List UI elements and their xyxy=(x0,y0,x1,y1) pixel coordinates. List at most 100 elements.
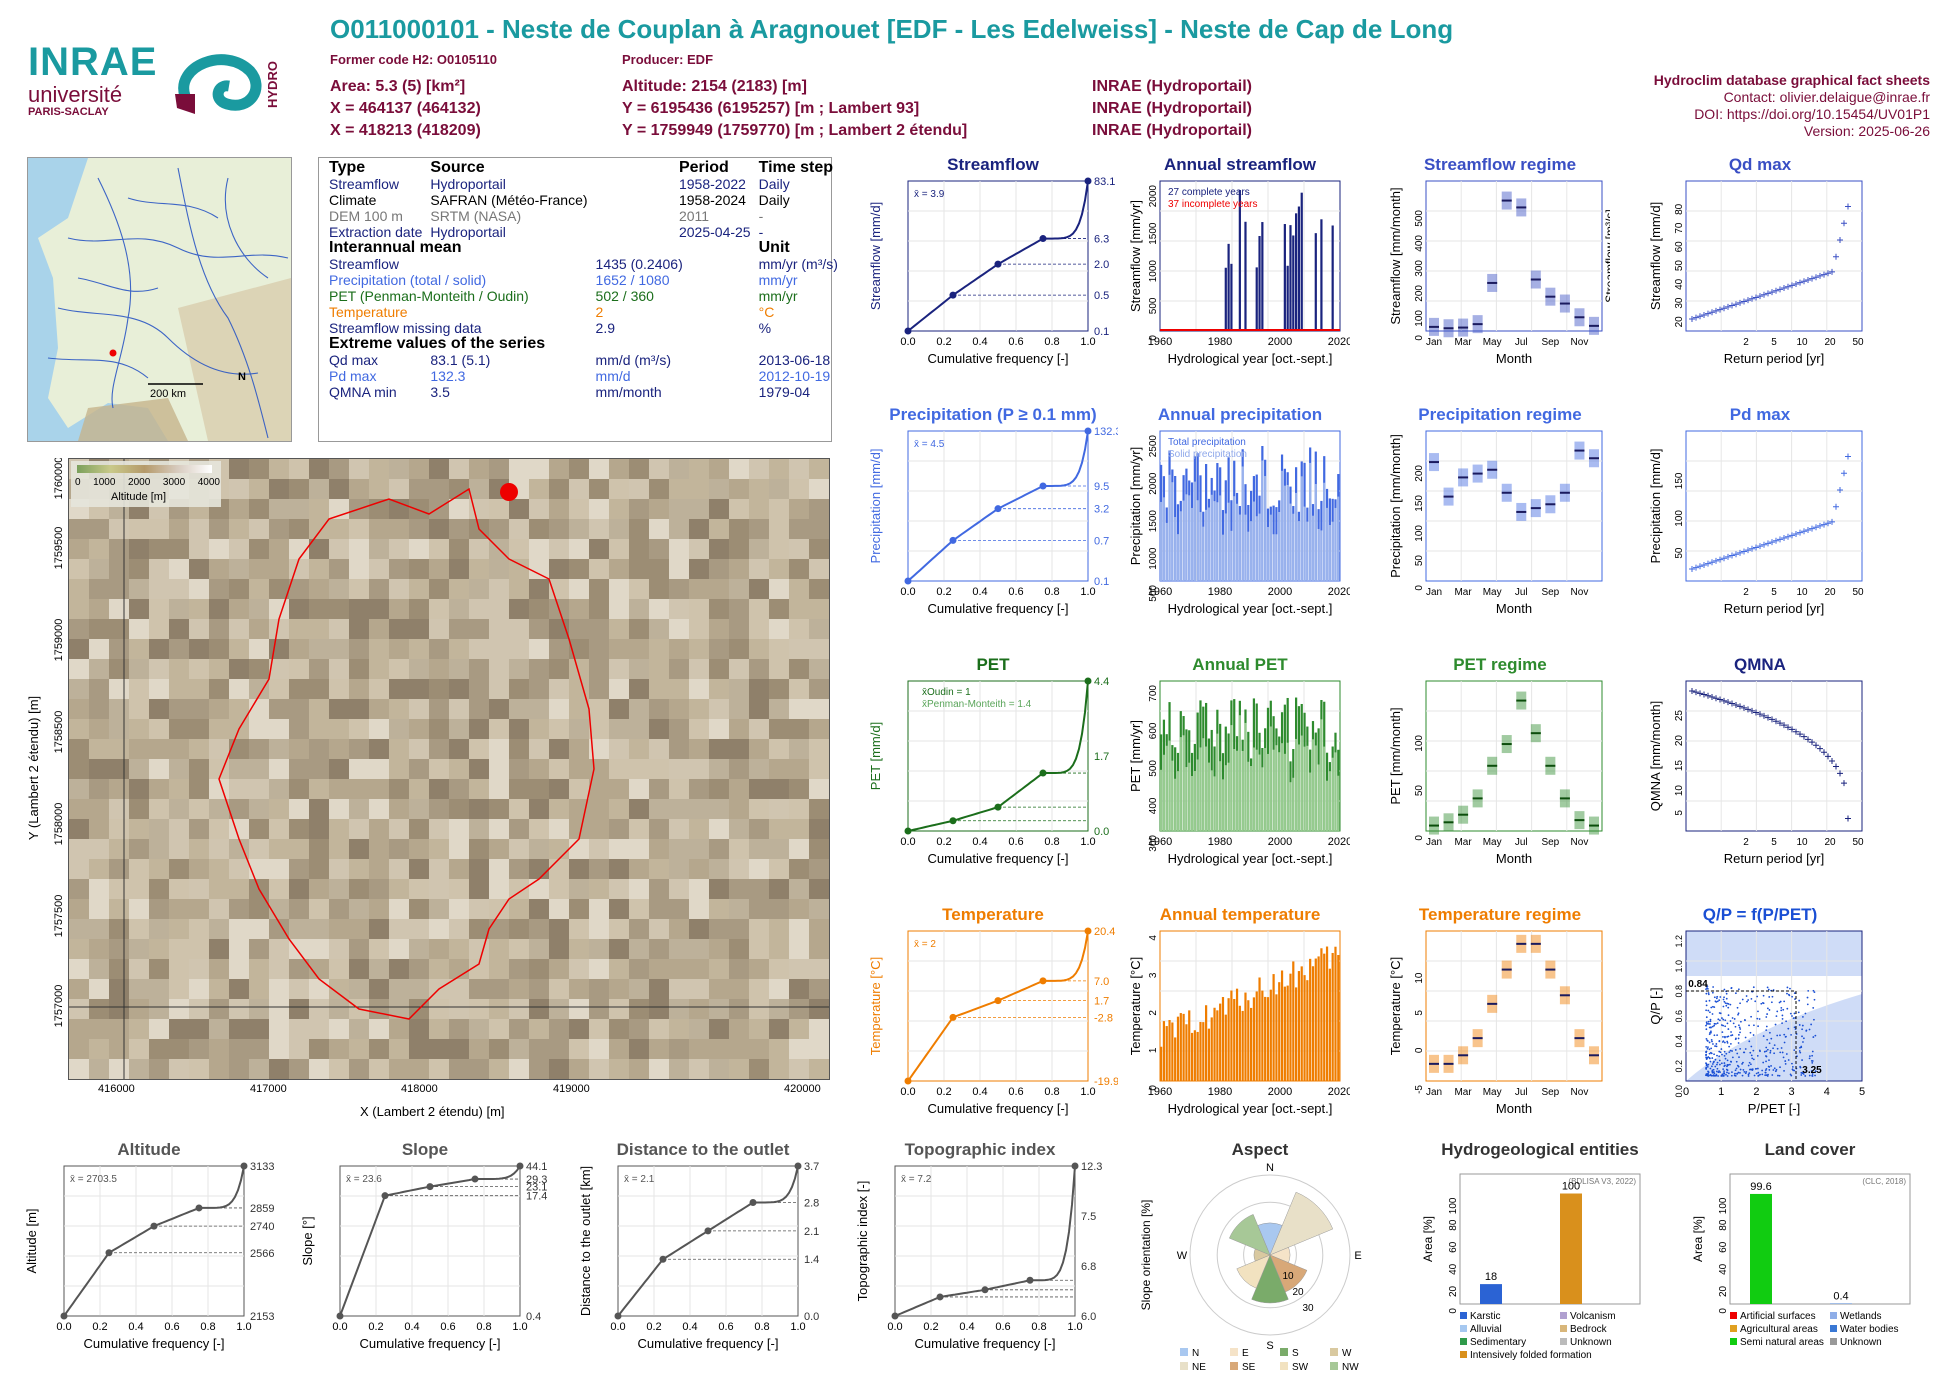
qp-point xyxy=(1807,990,1810,992)
dem-cell xyxy=(289,499,309,519)
dem-cell xyxy=(389,839,409,859)
dem-cell xyxy=(229,859,249,879)
y-axis-label: Streamflow [mm/d] xyxy=(868,202,883,310)
dem-cell xyxy=(229,979,249,999)
cdf-point xyxy=(1084,927,1092,935)
map-scale: 200 km xyxy=(150,388,187,400)
dem-cell xyxy=(389,1059,409,1079)
dem-cell xyxy=(409,799,429,819)
dem-cell xyxy=(109,659,129,679)
dem-cell xyxy=(809,539,829,559)
mean-value: 1435 (0.2406) xyxy=(595,256,683,272)
qp-point xyxy=(1761,1001,1764,1004)
dem-cell xyxy=(749,599,769,619)
dem-cell xyxy=(109,739,129,759)
bar-value: 0.4 xyxy=(1833,1291,1848,1303)
annual-bar-secondary xyxy=(1221,534,1225,581)
dem-cell xyxy=(209,679,229,699)
dem-cell xyxy=(89,639,109,659)
dem-cell xyxy=(229,959,249,979)
qp-point xyxy=(1783,1070,1785,1072)
dem-cell xyxy=(589,719,609,739)
qp-point xyxy=(1705,1009,1708,1012)
qp-point xyxy=(1739,1047,1742,1050)
right-quantile-label: 0.0 xyxy=(1094,826,1109,838)
dem-cell xyxy=(349,1039,369,1059)
rp-point xyxy=(1741,548,1747,555)
aspect-sector xyxy=(1236,1254,1271,1289)
y-tick: 1000 xyxy=(1148,260,1159,283)
rp-point xyxy=(1753,544,1759,551)
rp-point xyxy=(1833,763,1839,770)
dem-cell xyxy=(129,519,149,539)
dem-cell xyxy=(769,519,789,539)
qp-point xyxy=(1804,1012,1807,1015)
right-quantile-label: 3.2 xyxy=(1094,504,1109,516)
dem-cell xyxy=(269,639,289,659)
rp-point xyxy=(1805,276,1811,283)
qp-point xyxy=(1719,996,1722,998)
dem-cell xyxy=(649,519,669,539)
qp-point xyxy=(1764,1074,1767,1077)
dem-cell xyxy=(809,759,829,779)
mean-label: x̄ = 23.6 xyxy=(346,1174,382,1185)
dem-cell xyxy=(209,1019,229,1039)
dem-cell xyxy=(449,739,469,759)
x-tick: 0.2 xyxy=(936,1086,951,1098)
coords-sources: INRAE (Hydroportail) INRAE (Hydroportail… xyxy=(1092,76,1252,142)
dem-cell xyxy=(269,599,289,619)
qp-point xyxy=(1726,1075,1729,1077)
dem-cell xyxy=(409,939,429,959)
x-tick: 1980 xyxy=(1208,836,1232,848)
y-tick: 10 xyxy=(1674,785,1685,797)
rp-point xyxy=(1845,453,1851,460)
qp-point xyxy=(1793,1012,1796,1015)
dem-cell xyxy=(109,579,129,599)
dem-cell xyxy=(289,959,309,979)
rp-point xyxy=(1797,529,1803,536)
dem-cell xyxy=(589,1059,609,1079)
dem-cell xyxy=(529,939,549,959)
dem-cell xyxy=(149,799,169,819)
dem-cell xyxy=(149,719,169,739)
dem-cell xyxy=(669,519,689,539)
dem-cell xyxy=(109,799,129,819)
dem-cell xyxy=(169,799,189,819)
dem-cell xyxy=(509,499,529,519)
dem-cell xyxy=(529,919,549,939)
qp-point xyxy=(1812,1036,1815,1038)
dem-cell xyxy=(609,899,629,919)
dem-cell xyxy=(649,659,669,679)
dem-cell xyxy=(529,699,549,719)
dem-cell xyxy=(709,739,729,759)
dem-cell xyxy=(389,559,409,579)
dem-cell xyxy=(789,899,809,919)
dem-cell xyxy=(729,499,749,519)
row-type: Extraction date xyxy=(329,224,423,240)
mean-label: Streamflow xyxy=(329,256,400,272)
chart-panel: Annual PET 1960 1980 2000 2020 300 400 500 600 70… xyxy=(1128,655,1352,895)
qp-point xyxy=(1748,1024,1750,1027)
rp-point xyxy=(1729,552,1735,559)
plot-frame xyxy=(1425,180,1603,332)
y-axis-label: Area [%] xyxy=(1691,1216,1705,1262)
dem-cell xyxy=(729,879,749,899)
qp-point xyxy=(1710,1038,1713,1041)
rp-point xyxy=(1745,297,1751,304)
dem-cell xyxy=(129,1019,149,1039)
dem-cell xyxy=(669,819,689,839)
dem-cell xyxy=(389,519,409,539)
qp-point xyxy=(1779,1051,1782,1054)
qp-point xyxy=(1787,1027,1790,1030)
rp-point xyxy=(1693,564,1699,571)
dem-cell xyxy=(409,499,429,519)
qp-point xyxy=(1750,1054,1753,1057)
dem-cell xyxy=(409,1059,429,1079)
dem-cell xyxy=(589,459,609,479)
x-tick: Nov xyxy=(1571,337,1589,348)
dem-cell xyxy=(489,599,509,619)
dem-cell xyxy=(789,619,809,639)
dem-cell xyxy=(569,999,589,1019)
dem-cell xyxy=(769,599,789,619)
qp-point xyxy=(1786,1007,1789,1010)
